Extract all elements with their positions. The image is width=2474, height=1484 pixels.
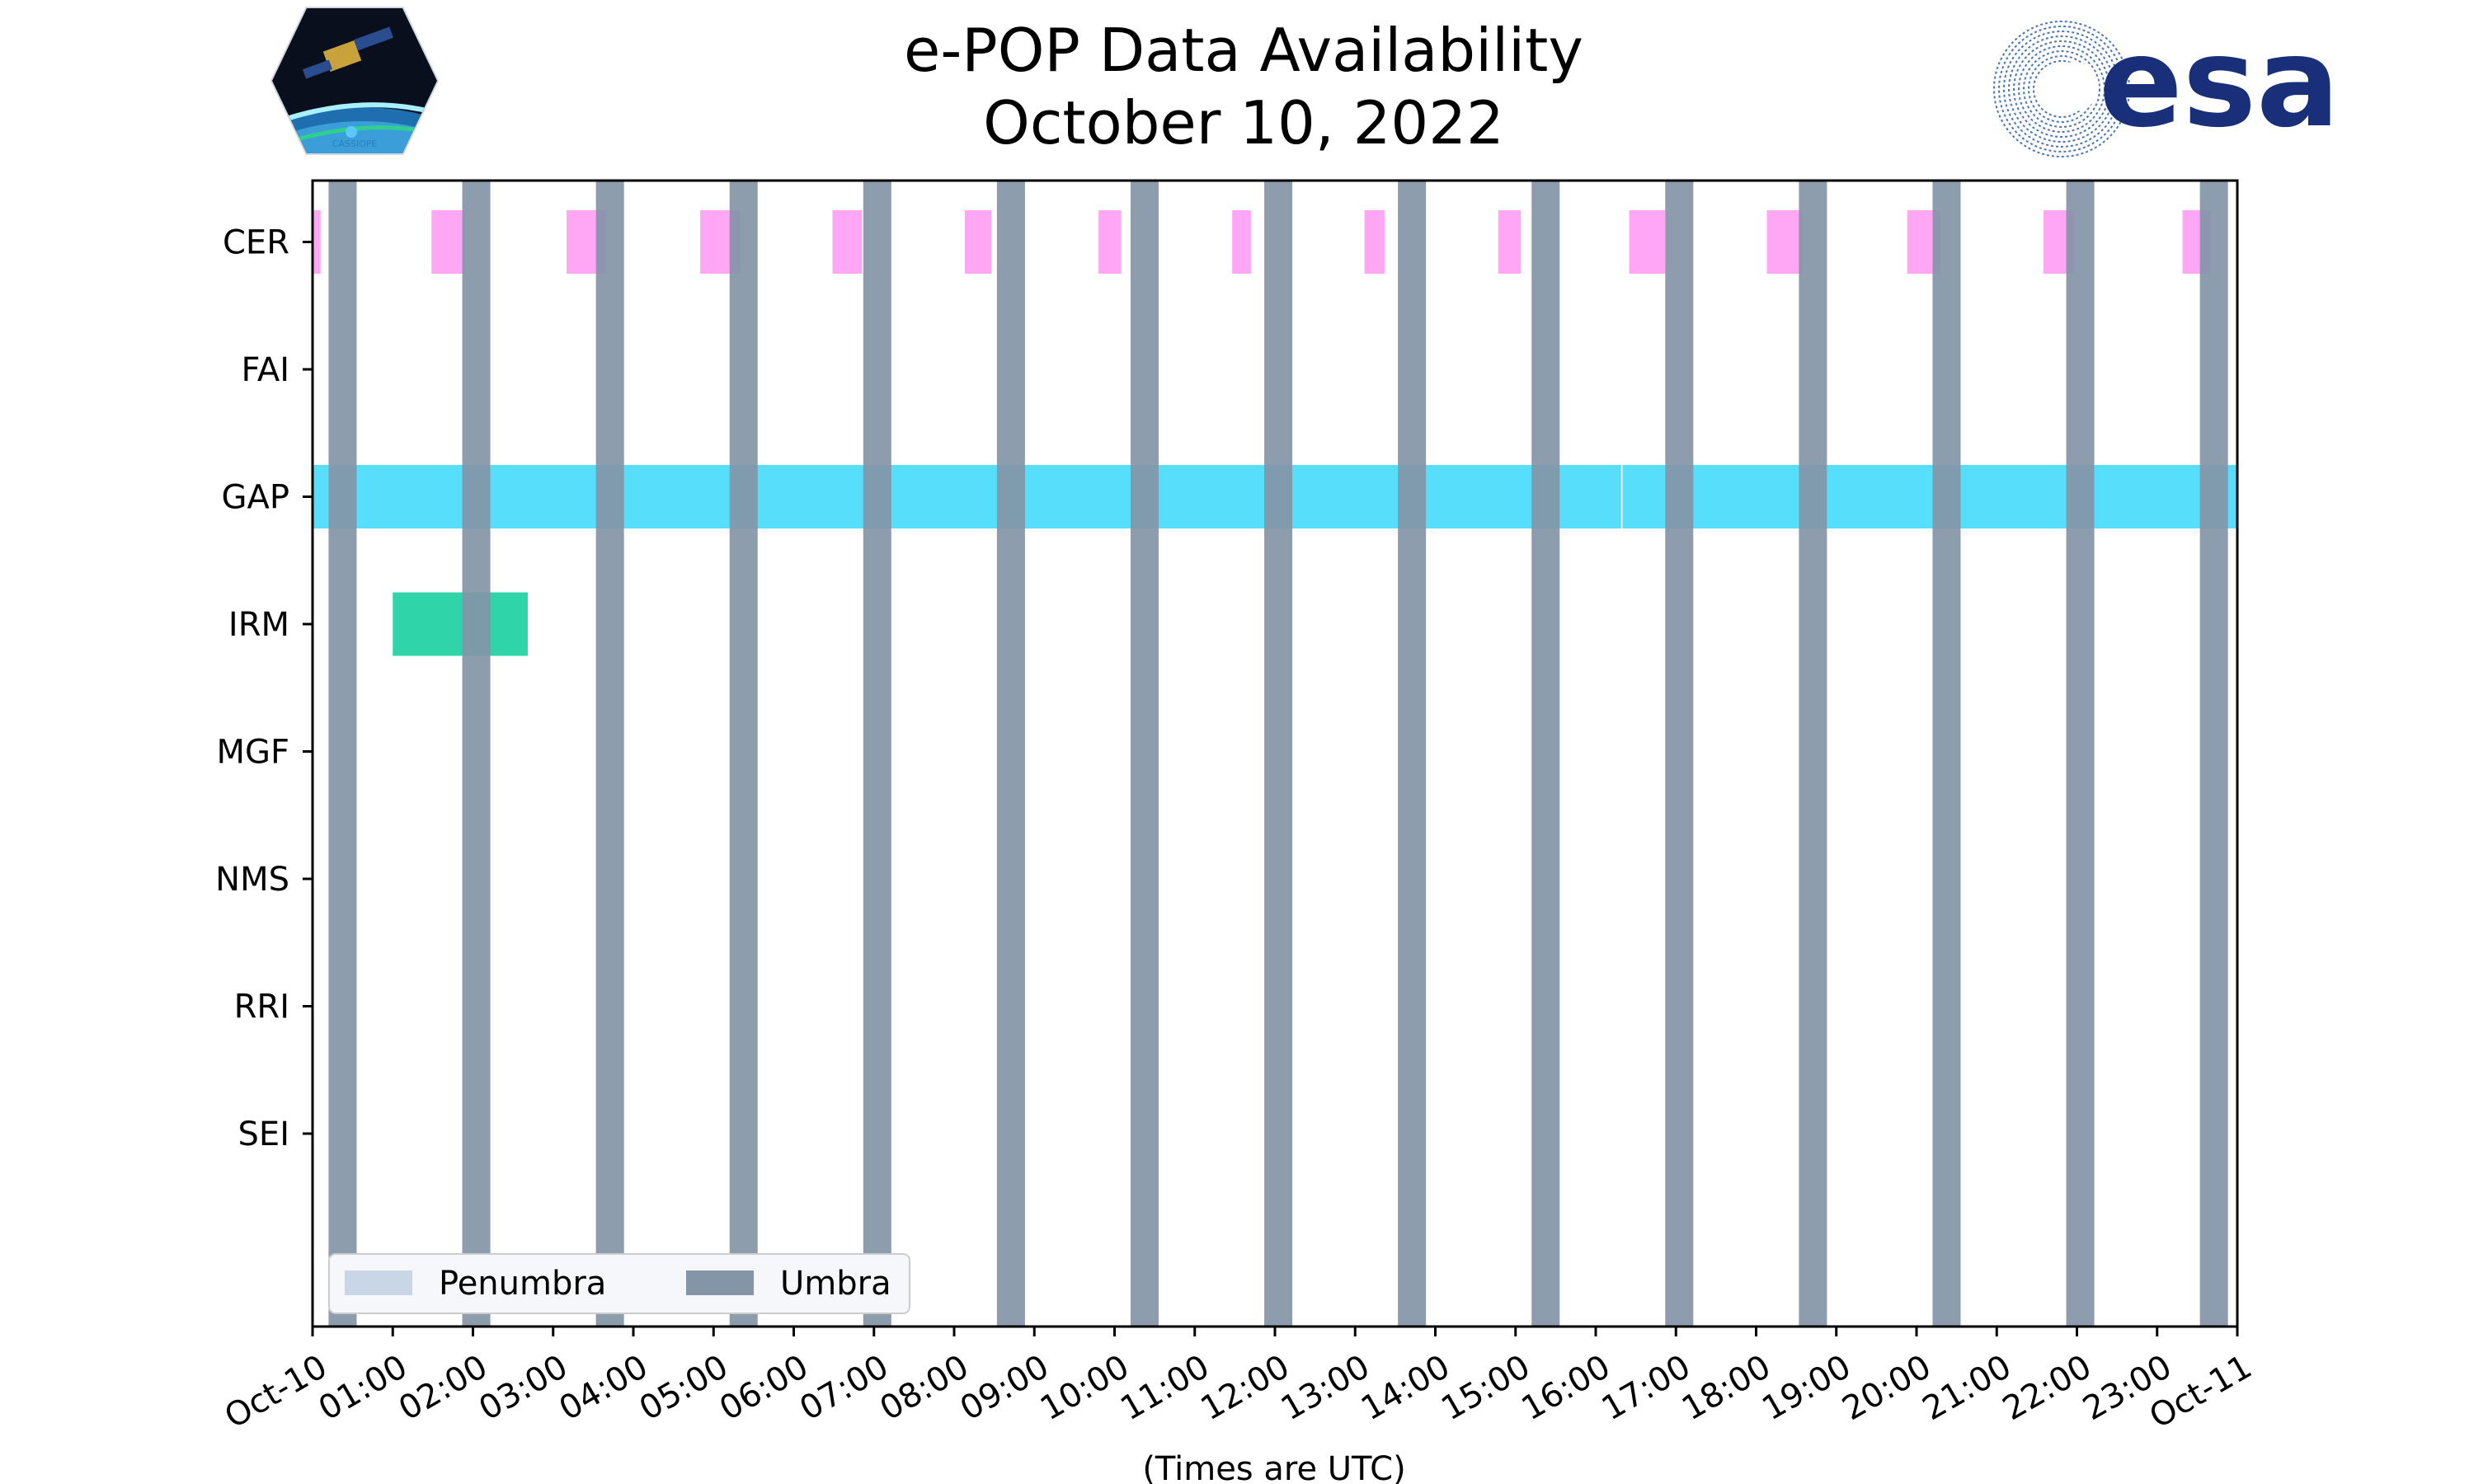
x-tick-label-10-00: 10:00 bbox=[1034, 1348, 1136, 1428]
legend: Penumbra Umbra bbox=[328, 1253, 910, 1314]
bar-cer-9 bbox=[1498, 210, 1522, 274]
x-tick-label-19-00: 19:00 bbox=[1756, 1348, 1857, 1428]
x-tick-label-09-00: 09:00 bbox=[954, 1348, 1056, 1428]
legend-label-penumbra: Penumbra bbox=[439, 1265, 606, 1303]
bar-cer-8 bbox=[1364, 210, 1385, 274]
bar-cer-6 bbox=[1098, 210, 1122, 274]
bar-cer-5 bbox=[964, 210, 992, 274]
umbra-band-5 bbox=[996, 181, 1025, 1327]
x-tick-label-22-00: 22:00 bbox=[1997, 1348, 2098, 1428]
bar-cer-0 bbox=[313, 210, 321, 274]
x-tick-label-16-00: 16:00 bbox=[1516, 1348, 1617, 1428]
y-tick-label-rri: RRI bbox=[234, 989, 289, 1026]
bar-cer-10 bbox=[1629, 210, 1666, 274]
x-tick-label-21-00: 21:00 bbox=[1917, 1348, 2018, 1428]
y-tick-label-irm: IRM bbox=[228, 606, 289, 644]
x-tick-label-11-00: 11:00 bbox=[1114, 1348, 1216, 1428]
bar-cer-11 bbox=[1766, 210, 1804, 274]
esa-logo-text: esa bbox=[2099, 12, 2340, 155]
plot-bars bbox=[313, 181, 2237, 1327]
bar-irm-0 bbox=[393, 592, 528, 656]
y-axis: CER FAI GAP IRM MGF NMS RRI SEI bbox=[215, 224, 313, 1153]
umbra-band-4 bbox=[863, 181, 891, 1327]
x-tick-label-05-00: 05:00 bbox=[633, 1348, 735, 1428]
legend-swatch-penumbra bbox=[345, 1270, 412, 1295]
esa-logo: esa bbox=[1993, 12, 2340, 157]
umbra-band-2 bbox=[595, 181, 624, 1327]
x-tick-label-01-00: 01:00 bbox=[313, 1348, 414, 1428]
bar-cer-7 bbox=[1232, 210, 1251, 274]
x-tick-label-02-00: 02:00 bbox=[393, 1348, 494, 1428]
x-axis: Oct-1001:0002:0003:0004:0005:0006:0007:0… bbox=[219, 1327, 2258, 1436]
chart-title-line-2: October 10, 2022 bbox=[983, 88, 1504, 157]
legend-box bbox=[328, 1253, 910, 1314]
bar-gap-1 bbox=[1622, 465, 2237, 528]
y-tick-label-mgf: MGF bbox=[216, 734, 289, 772]
legend-label-umbra: Umbra bbox=[780, 1265, 891, 1303]
umbra-band-1 bbox=[462, 181, 491, 1327]
x-tick-label-04-00: 04:00 bbox=[553, 1348, 655, 1428]
x-tick-label-08-00: 08:00 bbox=[874, 1348, 976, 1428]
umbra-band-6 bbox=[1130, 181, 1159, 1327]
x-tick-label-14-00: 14:00 bbox=[1355, 1348, 1456, 1428]
y-tick-label-cer: CER bbox=[223, 224, 289, 262]
umbra-band-13 bbox=[2066, 181, 2095, 1327]
umbra-band-11 bbox=[1799, 181, 1827, 1327]
x-tick-label-12-00: 12:00 bbox=[1195, 1348, 1296, 1428]
chart-title-line-1: e-POP Data Availability bbox=[904, 16, 1583, 85]
y-tick-label-sei: SEI bbox=[238, 1115, 289, 1153]
bar-cer-4 bbox=[832, 210, 863, 274]
x-tick-label-15-00: 15:00 bbox=[1435, 1348, 1536, 1428]
legend-swatch-umbra bbox=[686, 1270, 754, 1295]
x-tick-label-07-00: 07:00 bbox=[793, 1348, 895, 1428]
y-tick-label-gap: GAP bbox=[222, 479, 289, 517]
bar-cer-1 bbox=[431, 210, 465, 274]
umbra-band-14 bbox=[2199, 181, 2228, 1327]
umbra-band-7 bbox=[1264, 181, 1293, 1327]
umbra-band-0 bbox=[328, 181, 357, 1327]
y-tick-label-fai: FAI bbox=[242, 351, 290, 389]
cassiope-logo-text: CASSIOPE bbox=[332, 139, 378, 149]
x-axis-label: (Times are UTC) bbox=[1142, 1450, 1405, 1484]
x-tick-label-18-00: 18:00 bbox=[1676, 1348, 1777, 1428]
x-tick-label-06-00: 06:00 bbox=[713, 1348, 815, 1428]
x-tick-label-oct-10: Oct-10 bbox=[219, 1348, 333, 1436]
umbra-band-8 bbox=[1398, 181, 1427, 1327]
x-tick-label-20-00: 20:00 bbox=[1837, 1348, 1938, 1428]
y-tick-label-nms: NMS bbox=[215, 861, 289, 899]
umbra-band-9 bbox=[1531, 181, 1560, 1327]
umbra-band-10 bbox=[1665, 181, 1694, 1327]
umbra-band-12 bbox=[1932, 181, 1961, 1327]
x-tick-label-17-00: 17:00 bbox=[1596, 1348, 1697, 1428]
umbra-band-3 bbox=[729, 181, 758, 1327]
cassiope-logo: CASSIOPE bbox=[270, 7, 440, 155]
x-tick-label-13-00: 13:00 bbox=[1275, 1348, 1376, 1428]
x-tick-label-03-00: 03:00 bbox=[473, 1348, 574, 1428]
